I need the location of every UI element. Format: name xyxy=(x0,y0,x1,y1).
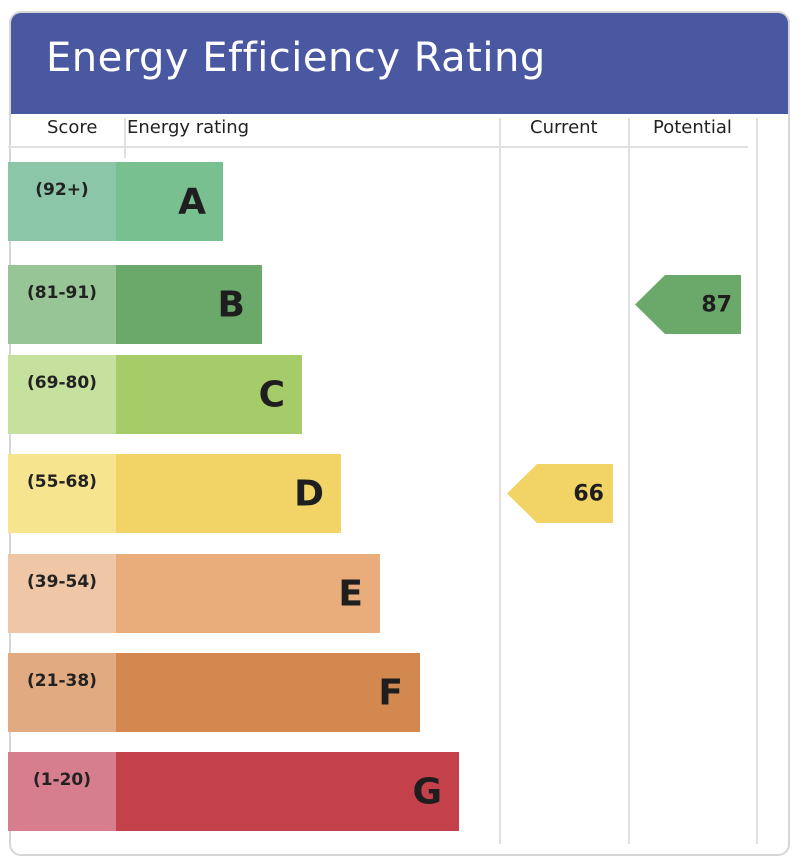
current-rating-value: 66 xyxy=(573,481,604,506)
band-bar-a: A xyxy=(116,162,223,241)
band-bar-c: C xyxy=(116,355,302,434)
potential-rating-value: 87 xyxy=(701,292,732,317)
band-letter-f: F xyxy=(378,672,403,713)
current-column-divider xyxy=(499,118,501,844)
band-letter-a: A xyxy=(178,181,206,222)
potential-rating-arrow: 87 xyxy=(635,275,741,334)
band-bar-d: D xyxy=(116,454,341,533)
band-letter-b: B xyxy=(217,284,245,325)
score-column-header: Score xyxy=(47,117,98,138)
band-letter-d: D xyxy=(294,473,324,514)
header-bar: Energy Efficiency Rating xyxy=(11,13,788,114)
score-range-g: (1-20) xyxy=(8,752,116,831)
potential-arrow-polygon xyxy=(635,275,741,334)
potential-column-divider xyxy=(628,118,630,844)
band-letter-e: E xyxy=(338,573,363,614)
band-letter-g: G xyxy=(412,771,442,812)
band-bar-f: F xyxy=(116,653,420,732)
score-range-a: (92+) xyxy=(8,162,116,241)
band-letter-c: C xyxy=(258,374,285,415)
potential-column-header: Potential xyxy=(653,117,732,138)
band-bar-e: E xyxy=(116,554,380,633)
band-bar-b: B xyxy=(116,265,262,344)
potential-arrow-shape xyxy=(635,275,741,334)
energy-rating-column-header: Energy rating xyxy=(127,117,250,138)
current-arrow-shape xyxy=(507,464,613,523)
right-column-divider xyxy=(756,118,758,844)
score-range-b: (81-91) xyxy=(8,265,116,344)
header-separator xyxy=(8,146,748,148)
current-rating-arrow: 66 xyxy=(507,464,613,523)
score-range-e: (39-54) xyxy=(8,554,116,633)
chart-title: Energy Efficiency Rating xyxy=(46,35,546,81)
current-column-header: Current xyxy=(530,117,598,138)
header-divider xyxy=(124,118,126,158)
score-range-d: (55-68) xyxy=(8,454,116,533)
band-bar-g: G xyxy=(116,752,459,831)
score-range-c: (69-80) xyxy=(8,355,116,434)
score-range-f: (21-38) xyxy=(8,653,116,732)
current-arrow-polygon xyxy=(507,464,613,523)
